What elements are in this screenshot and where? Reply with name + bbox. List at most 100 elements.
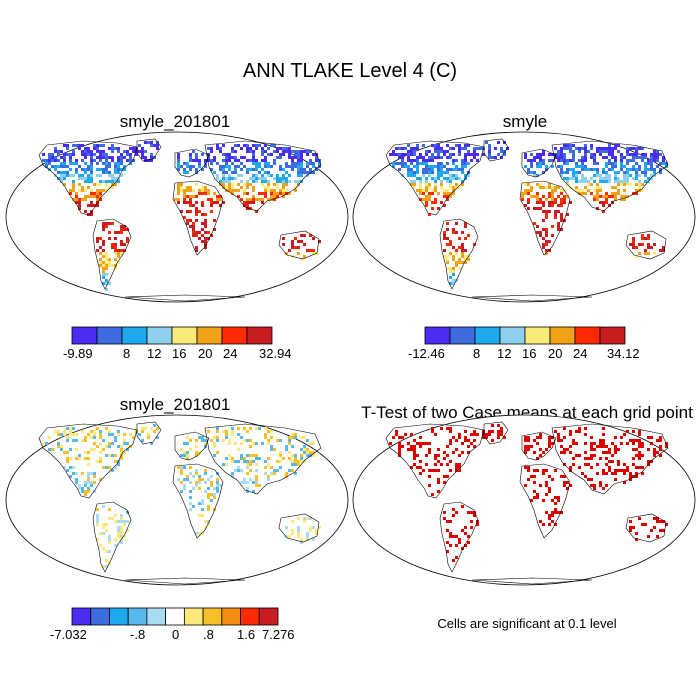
data-cell xyxy=(527,168,530,171)
data-cell xyxy=(569,168,572,171)
data-cell xyxy=(222,174,225,177)
data-cell xyxy=(294,189,297,192)
data-cell xyxy=(626,150,629,153)
data-cell xyxy=(99,460,102,463)
data-cell xyxy=(395,433,398,436)
data-cell xyxy=(120,445,123,448)
data-cell xyxy=(623,189,626,192)
data-cell xyxy=(536,207,539,210)
data-cell xyxy=(237,174,240,177)
data-cell xyxy=(605,463,608,466)
data-cell xyxy=(608,466,611,469)
data-cell xyxy=(120,529,123,532)
data-cell xyxy=(416,162,419,165)
data-cell xyxy=(225,165,228,168)
data-cell xyxy=(213,493,216,496)
data-cell xyxy=(183,198,186,201)
data-cell xyxy=(300,168,303,171)
data-cell xyxy=(638,466,641,469)
data-cell xyxy=(656,439,659,442)
data-cell xyxy=(536,198,539,201)
data-cell xyxy=(204,189,207,192)
data-cell xyxy=(569,201,572,204)
data-cell xyxy=(458,433,461,436)
data-cell xyxy=(551,225,554,228)
data-cell xyxy=(255,159,258,162)
data-cell xyxy=(560,189,563,192)
data-cell xyxy=(204,243,207,246)
data-cell xyxy=(204,222,207,225)
data-cell xyxy=(231,192,234,195)
data-cell xyxy=(258,162,261,165)
data-cell xyxy=(84,150,87,153)
data-cell xyxy=(210,168,213,171)
data-cell xyxy=(114,267,117,270)
data-cell xyxy=(84,439,87,442)
data-cell xyxy=(599,180,602,183)
data-cell xyxy=(72,186,75,189)
data-cell xyxy=(590,177,593,180)
data-cell xyxy=(581,192,584,195)
data-cell xyxy=(452,535,455,538)
data-cell xyxy=(177,183,180,186)
data-cell xyxy=(464,222,467,225)
data-cell xyxy=(72,427,75,430)
data-cell xyxy=(443,204,446,207)
data-cell xyxy=(641,237,644,240)
data-cell xyxy=(291,529,294,532)
data-cell xyxy=(611,192,614,195)
data-cell xyxy=(108,258,111,261)
data-cell xyxy=(93,159,96,162)
data-cell xyxy=(228,439,231,442)
data-cell xyxy=(452,192,455,195)
data-cell xyxy=(599,484,602,487)
data-cell xyxy=(536,183,539,186)
data-cell xyxy=(123,439,126,442)
data-cell xyxy=(575,430,578,433)
data-cell xyxy=(108,454,111,457)
data-cell xyxy=(195,153,198,156)
data-cell xyxy=(527,445,530,448)
data-cell xyxy=(90,430,93,433)
data-cell xyxy=(186,454,189,457)
data-cell xyxy=(237,195,240,198)
data-cell xyxy=(623,180,626,183)
data-cell xyxy=(108,237,111,240)
data-cell xyxy=(69,162,72,165)
data-cell xyxy=(638,183,641,186)
data-cell xyxy=(446,198,449,201)
data-cell xyxy=(117,255,120,258)
data-cell xyxy=(117,445,120,448)
data-cell xyxy=(446,180,449,183)
data-cell xyxy=(596,195,599,198)
data-cell xyxy=(222,430,225,433)
data-cell xyxy=(593,198,596,201)
data-cell xyxy=(635,466,638,469)
data-cell xyxy=(216,427,219,430)
data-cell xyxy=(114,466,117,469)
data-cell xyxy=(231,186,234,189)
data-cell xyxy=(210,198,213,201)
data-cell xyxy=(249,147,252,150)
data-cell xyxy=(75,162,78,165)
data-cell xyxy=(551,520,554,523)
data-cell xyxy=(533,451,536,454)
data-cell xyxy=(545,240,548,243)
data-cell xyxy=(195,249,198,252)
data-cell xyxy=(503,150,506,153)
data-cell xyxy=(431,189,434,192)
data-cell xyxy=(614,156,617,159)
data-cell xyxy=(647,237,650,240)
data-cell xyxy=(114,171,117,174)
data-cell xyxy=(294,156,297,159)
data-cell xyxy=(201,192,204,195)
data-cell xyxy=(560,153,563,156)
data-cell xyxy=(434,183,437,186)
data-cell xyxy=(273,198,276,201)
data-cell xyxy=(620,436,623,439)
data-cell xyxy=(446,475,449,478)
data-cell xyxy=(195,472,198,475)
data-cell xyxy=(608,448,611,451)
data-cell xyxy=(96,237,99,240)
data-cell xyxy=(455,165,458,168)
